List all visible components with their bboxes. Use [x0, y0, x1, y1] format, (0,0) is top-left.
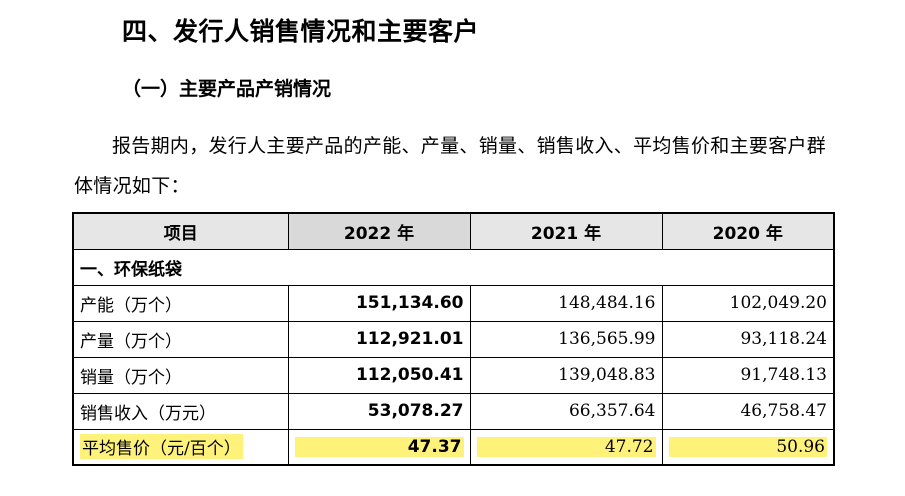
cell-2021: 136,565.99	[469, 320, 663, 358]
section-label: 一、环保纸袋	[72, 248, 835, 286]
cell-2022: 112,921.01	[287, 320, 471, 358]
table-row: 产能（万个） 151,134.60 148,484.16 102,049.20	[72, 284, 835, 322]
table-row: 销量（万个） 112,050.41 139,048.83 91,748.13	[72, 356, 835, 394]
section-row: 一、环保纸袋	[72, 248, 835, 286]
highlight-mark: 47.72	[476, 436, 656, 457]
cell-2021: 139,048.83	[469, 356, 663, 394]
cell-2022: 151,134.60	[287, 284, 471, 322]
cell-2020: 50.96	[661, 428, 835, 466]
highlight-mark: 47.37	[294, 436, 464, 457]
cell-2021: 47.72	[469, 428, 663, 466]
cell-2021: 66,357.64	[469, 392, 663, 430]
cell-2022: 53,078.27	[287, 392, 471, 430]
header-item: 项目	[72, 212, 289, 250]
section-heading: 四、发行人销售情况和主要客户	[122, 17, 480, 46]
highlight-mark: 平均售价（元/百个）	[80, 434, 243, 460]
table-row: 销售收入（万元） 53,078.27 66,357.64 46,758.47	[72, 392, 835, 430]
header-2021: 2021 年	[469, 212, 663, 250]
row-label: 产量（万个）	[72, 320, 289, 358]
cell-2020: 91,748.13	[661, 356, 835, 394]
highlight-mark: 50.96	[668, 436, 827, 457]
cell-2020: 46,758.47	[661, 392, 835, 430]
cell-2022: 112,050.41	[287, 356, 471, 394]
table-row-highlighted: 平均售价（元/百个） 47.37 47.72 50.96	[72, 428, 835, 466]
subsection-heading: （一）主要产品产销情况	[122, 78, 332, 100]
intro-paragraph: 报告期内，发行人主要产品的产能、产量、销量、销售收入、平均售价和主要客户群体情况…	[74, 135, 827, 197]
header-2022: 2022 年	[287, 212, 471, 250]
row-label: 销售收入（万元）	[72, 392, 289, 430]
cell-2022: 47.37	[287, 428, 471, 466]
header-2020: 2020 年	[661, 212, 835, 250]
cell-2020: 93,118.24	[661, 320, 835, 358]
table-header-row: 项目 2022 年 2021 年 2020 年	[72, 212, 835, 250]
row-label: 销量（万个）	[72, 356, 289, 394]
row-label: 产能（万个）	[72, 284, 289, 322]
cell-2021: 148,484.16	[469, 284, 663, 322]
table-row: 产量（万个） 112,921.01 136,565.99 93,118.24	[72, 320, 835, 358]
row-label: 平均售价（元/百个）	[72, 428, 289, 466]
sales-table: 项目 2022 年 2021 年 2020 年 一、环保纸袋 产能（万个） 15…	[72, 212, 835, 466]
cell-2020: 102,049.20	[661, 284, 835, 322]
